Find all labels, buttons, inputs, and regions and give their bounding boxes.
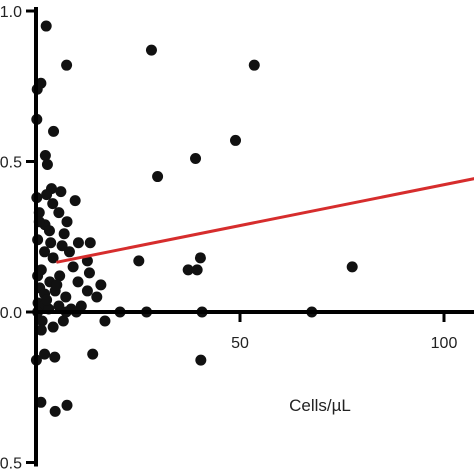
data-point [39, 348, 51, 360]
data-point [57, 315, 69, 327]
data-point [36, 315, 48, 327]
data-point [47, 198, 59, 210]
data-point [248, 59, 260, 71]
data-point [41, 294, 53, 306]
data-point [133, 255, 145, 267]
y-tick-label: 1.0 [0, 4, 22, 21]
data-point [95, 279, 107, 291]
data-point [35, 324, 47, 336]
data-points [30, 20, 358, 417]
data-point [194, 252, 206, 264]
data-point [47, 321, 59, 333]
data-point [35, 396, 47, 408]
data-point [58, 228, 70, 240]
data-point [81, 285, 93, 297]
data-point [47, 252, 59, 264]
data-point [41, 189, 53, 201]
data-point [191, 264, 203, 276]
data-point [40, 20, 52, 32]
data-point [53, 300, 65, 312]
data-point [61, 216, 73, 228]
y-tick-label: 0.0 [0, 305, 22, 322]
data-point [45, 237, 57, 249]
data-point [230, 134, 242, 146]
data-point [61, 59, 73, 71]
y-tick-label: 0.5 [0, 155, 22, 172]
data-point [195, 354, 207, 366]
data-point [83, 267, 95, 279]
data-point [60, 291, 72, 303]
data-point [41, 159, 53, 171]
data-point [61, 399, 73, 411]
data-point [39, 149, 51, 161]
data-point [53, 207, 65, 219]
x-axis-label: Cells/µL [289, 396, 351, 415]
axis-ticks: 50 100 1.0 0.5 0.0 -0.5 [0, 4, 457, 473]
data-point [87, 348, 99, 360]
x-tick-label: 100 [431, 335, 458, 352]
data-point [145, 44, 157, 56]
regression-line [56, 177, 474, 264]
data-point [152, 171, 164, 183]
data-point [48, 125, 60, 137]
data-point [49, 405, 61, 417]
data-point [91, 291, 103, 303]
data-point [182, 264, 194, 276]
data-point [56, 240, 68, 252]
data-point [35, 77, 47, 89]
data-point [54, 270, 66, 282]
data-point [190, 152, 202, 164]
data-point [72, 237, 84, 249]
data-point [49, 351, 61, 363]
data-point [72, 276, 84, 288]
data-point [99, 315, 111, 327]
x-tick-label: 50 [231, 335, 249, 352]
data-point [55, 186, 67, 198]
data-point [84, 237, 96, 249]
data-point [69, 195, 81, 207]
data-point [39, 246, 51, 258]
data-point [51, 279, 63, 291]
data-point [67, 261, 79, 273]
data-point [346, 261, 358, 273]
y-tick-label: -0.5 [0, 456, 22, 473]
data-point [43, 225, 55, 237]
data-point [63, 246, 75, 258]
